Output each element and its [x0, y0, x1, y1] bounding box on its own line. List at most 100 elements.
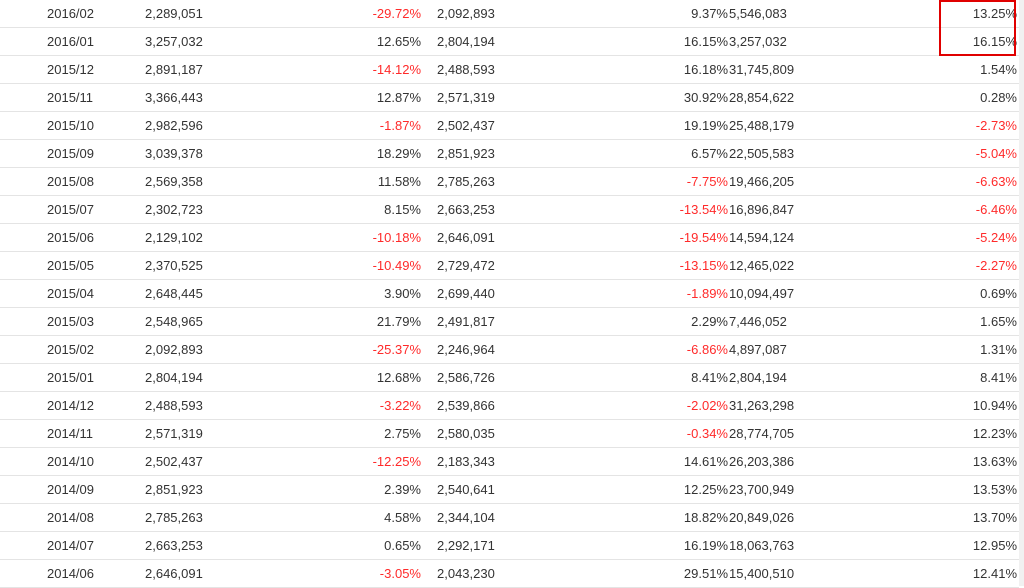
yoy-change-cell: -2.02%	[582, 391, 729, 420]
month-cell: 2014/09	[0, 475, 145, 504]
value-cell: 2,982,596	[145, 111, 290, 140]
cumulative-cell: 22,505,583	[729, 139, 875, 168]
cumulative-change-cell: -6.63%	[875, 167, 1019, 196]
table-row: 2014/07 2,663,253 0.65% 2,292,171 16.19% 18,0…	[0, 531, 1019, 560]
prev-value-cell: 2,580,035	[437, 419, 582, 448]
table-row: 2014/12 2,488,593 -3.22% 2,539,866 -2.02% 31,…	[0, 391, 1019, 420]
prev-value-cell: 2,488,593	[437, 55, 582, 84]
table-row: 2016/01 3,257,032 12.65% 2,804,194 16.15% 3,2…	[0, 27, 1019, 56]
month-cell: 2015/01	[0, 363, 145, 392]
table-row: 2015/05 2,370,525 -10.49% 2,729,472 -13.15% 1…	[0, 251, 1019, 280]
prev-value-cell: 2,092,893	[437, 0, 582, 28]
yoy-change-cell: -13.54%	[582, 195, 729, 224]
yoy-change-cell: -7.75%	[582, 167, 729, 196]
value-cell: 2,502,437	[145, 447, 290, 476]
month-cell: 2016/01	[0, 27, 145, 56]
cumulative-cell: 25,488,179	[729, 111, 875, 140]
month-cell: 2014/11	[0, 419, 145, 448]
prev-value-cell: 2,804,194	[437, 27, 582, 56]
cumulative-cell: 10,094,497	[729, 279, 875, 308]
value-cell: 3,366,443	[145, 83, 290, 112]
cumulative-cell: 12,465,022	[729, 251, 875, 280]
cumulative-change-cell: 10.94%	[875, 391, 1019, 420]
change-cell: 12.87%	[290, 83, 437, 112]
table-row: 2015/07 2,302,723 8.15% 2,663,253 -13.54% 16,…	[0, 195, 1019, 224]
yoy-change-cell: 18.82%	[582, 503, 729, 532]
cumulative-cell: 4,897,087	[729, 335, 875, 364]
prev-value-cell: 2,540,641	[437, 475, 582, 504]
cumulative-cell: 31,263,298	[729, 391, 875, 420]
cumulative-cell: 28,854,622	[729, 83, 875, 112]
table-row: 2015/02 2,092,893 -25.37% 2,246,964 -6.86% 4,…	[0, 335, 1019, 364]
change-cell: -1.87%	[290, 111, 437, 140]
yoy-change-cell: 9.37%	[582, 0, 729, 28]
table-row: 2014/10 2,502,437 -12.25% 2,183,343 14.61% 26…	[0, 447, 1019, 476]
month-cell: 2015/05	[0, 251, 145, 280]
cumulative-cell: 3,257,032	[729, 27, 875, 56]
month-cell: 2015/12	[0, 55, 145, 84]
change-cell: 2.39%	[290, 475, 437, 504]
prev-value-cell: 2,851,923	[437, 139, 582, 168]
cumulative-change-cell: 13.63%	[875, 447, 1019, 476]
cumulative-change-cell: -6.46%	[875, 195, 1019, 224]
table-row: 2014/06 2,646,091 -3.05% 2,043,230 29.51% 15,…	[0, 559, 1019, 588]
yoy-change-cell: 16.18%	[582, 55, 729, 84]
yoy-change-cell: -1.89%	[582, 279, 729, 308]
yoy-change-cell: -19.54%	[582, 223, 729, 252]
prev-value-cell: 2,785,263	[437, 167, 582, 196]
yoy-change-cell: 6.57%	[582, 139, 729, 168]
cumulative-cell: 18,063,763	[729, 531, 875, 560]
month-cell: 2015/08	[0, 167, 145, 196]
change-cell: 3.90%	[290, 279, 437, 308]
month-cell: 2015/11	[0, 83, 145, 112]
value-cell: 2,569,358	[145, 167, 290, 196]
table-row: 2016/02 2,289,051 -29.72% 2,092,893 9.37% 5,5…	[0, 0, 1019, 28]
table-row: 2015/12 2,891,187 -14.12% 2,488,593 16.18% 31…	[0, 55, 1019, 84]
month-cell: 2015/02	[0, 335, 145, 364]
change-cell: 8.15%	[290, 195, 437, 224]
cumulative-change-cell: -2.27%	[875, 251, 1019, 280]
scrollbar[interactable]	[1019, 0, 1024, 586]
yoy-change-cell: 29.51%	[582, 559, 729, 588]
change-cell: 12.68%	[290, 363, 437, 392]
value-cell: 2,302,723	[145, 195, 290, 224]
cumulative-change-cell: 13.70%	[875, 503, 1019, 532]
value-cell: 2,548,965	[145, 307, 290, 336]
change-cell: -12.25%	[290, 447, 437, 476]
prev-value-cell: 2,502,437	[437, 111, 582, 140]
change-cell: -10.49%	[290, 251, 437, 280]
cumulative-change-cell: 8.41%	[875, 363, 1019, 392]
cumulative-cell: 2,804,194	[729, 363, 875, 392]
change-cell: -25.37%	[290, 335, 437, 364]
cumulative-change-cell: 13.53%	[875, 475, 1019, 504]
table-row: 2015/08 2,569,358 11.58% 2,785,263 -7.75% 19,…	[0, 167, 1019, 196]
month-cell: 2014/08	[0, 503, 145, 532]
value-cell: 2,289,051	[145, 0, 290, 28]
table-row: 2015/01 2,804,194 12.68% 2,586,726 8.41% 2,80…	[0, 363, 1019, 392]
value-cell: 2,370,525	[145, 251, 290, 280]
value-cell: 2,488,593	[145, 391, 290, 420]
cumulative-change-cell: 12.95%	[875, 531, 1019, 560]
table-row: 2015/09 3,039,378 18.29% 2,851,923 6.57% 22,5…	[0, 139, 1019, 168]
yoy-change-cell: 30.92%	[582, 83, 729, 112]
yoy-change-cell: 12.25%	[582, 475, 729, 504]
prev-value-cell: 2,344,104	[437, 503, 582, 532]
value-cell: 3,039,378	[145, 139, 290, 168]
value-cell: 2,648,445	[145, 279, 290, 308]
yoy-change-cell: 19.19%	[582, 111, 729, 140]
cumulative-cell: 28,774,705	[729, 419, 875, 448]
change-cell: -29.72%	[290, 0, 437, 28]
yoy-change-cell: 14.61%	[582, 447, 729, 476]
month-cell: 2015/03	[0, 307, 145, 336]
cumulative-change-cell: 1.54%	[875, 55, 1019, 84]
value-cell: 2,129,102	[145, 223, 290, 252]
yoy-change-cell: -0.34%	[582, 419, 729, 448]
cumulative-cell: 31,745,809	[729, 55, 875, 84]
prev-value-cell: 2,663,253	[437, 195, 582, 224]
value-cell: 2,646,091	[145, 559, 290, 588]
month-cell: 2015/07	[0, 195, 145, 224]
cumulative-cell: 16,896,847	[729, 195, 875, 224]
yoy-change-cell: 16.15%	[582, 27, 729, 56]
prev-value-cell: 2,729,472	[437, 251, 582, 280]
